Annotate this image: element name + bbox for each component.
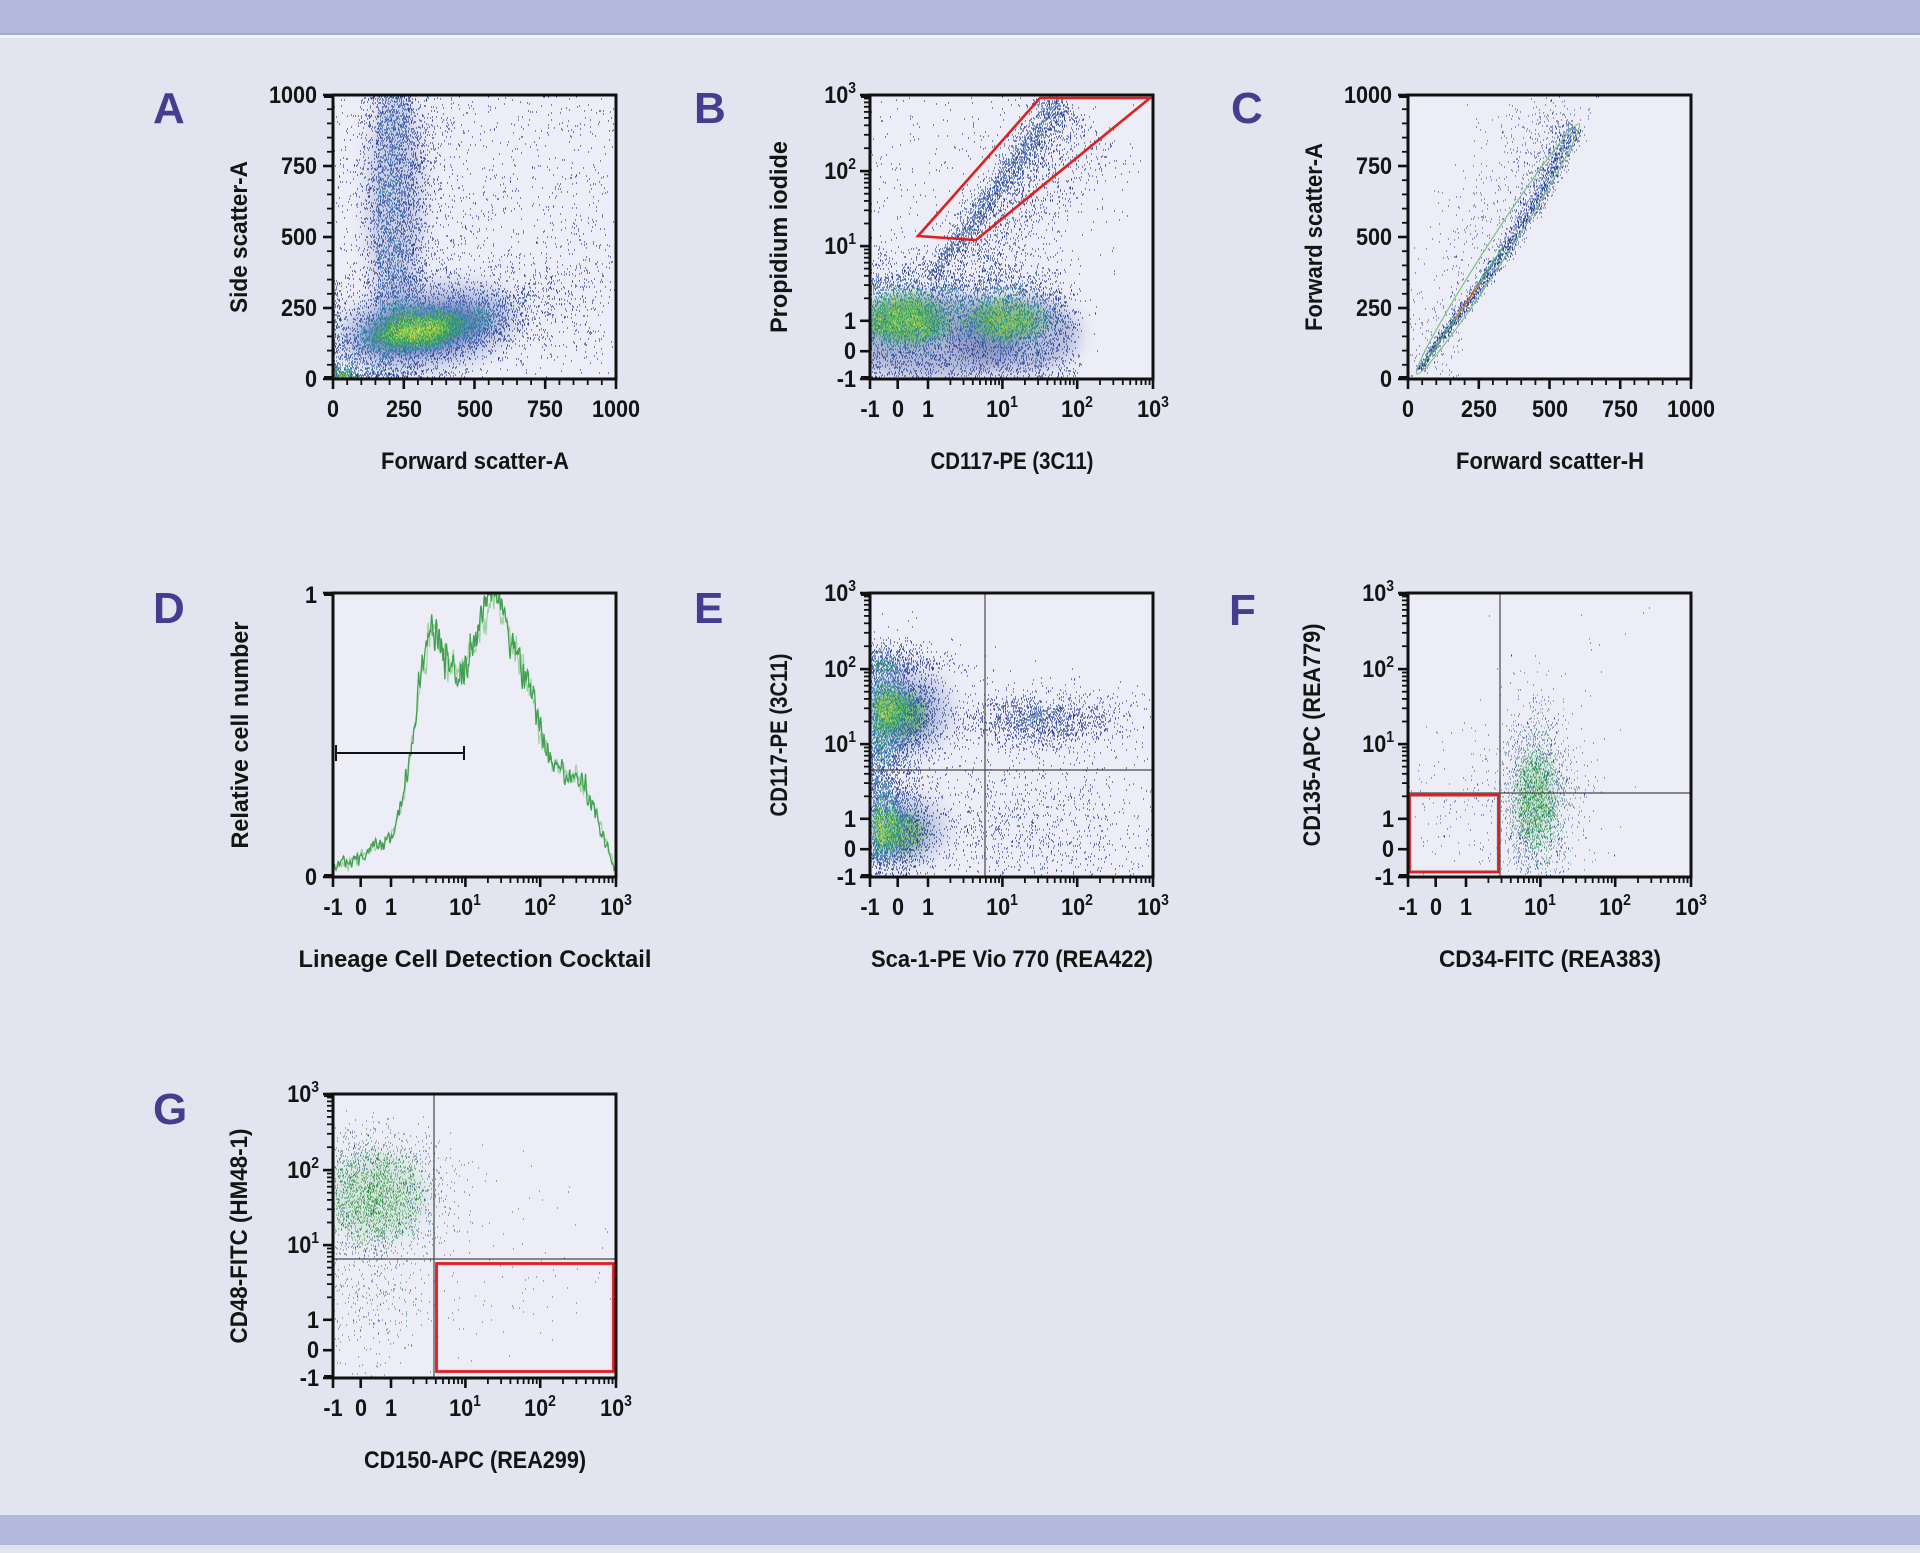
svg-text:1: 1 xyxy=(305,581,317,608)
svg-text:0: 0 xyxy=(1430,893,1442,920)
svg-text:Forward scatter-H: Forward scatter-H xyxy=(1456,447,1644,474)
svg-text:CD117-PE (3C11): CD117-PE (3C11) xyxy=(931,447,1094,474)
svg-text:102: 102 xyxy=(824,156,856,184)
svg-text:1000: 1000 xyxy=(592,395,640,422)
svg-text:1: 1 xyxy=(1382,805,1394,832)
svg-text:G: G xyxy=(153,1085,187,1134)
svg-text:-1: -1 xyxy=(860,395,879,422)
svg-text:Relative cell number: Relative cell number xyxy=(228,622,254,849)
svg-text:1000: 1000 xyxy=(1667,395,1715,422)
svg-text:1000: 1000 xyxy=(1344,81,1392,108)
svg-text:0: 0 xyxy=(892,893,904,920)
svg-text:750: 750 xyxy=(281,152,317,179)
svg-text:250: 250 xyxy=(1356,294,1392,321)
svg-text:-1: -1 xyxy=(1375,863,1394,890)
svg-text:1: 1 xyxy=(844,805,856,832)
svg-text:Lineage Cell Detection Cocktai: Lineage Cell Detection Cocktail xyxy=(299,946,652,973)
svg-text:0: 0 xyxy=(1402,395,1414,422)
svg-text:500: 500 xyxy=(281,223,317,250)
svg-text:750: 750 xyxy=(1602,395,1638,422)
svg-text:0: 0 xyxy=(327,395,339,422)
svg-text:-1: -1 xyxy=(837,863,856,890)
svg-text:CD150-APC (REA299): CD150-APC (REA299) xyxy=(364,1446,586,1473)
svg-text:B: B xyxy=(694,84,726,133)
svg-text:-1: -1 xyxy=(300,1364,319,1391)
svg-text:E: E xyxy=(694,584,723,633)
svg-text:1: 1 xyxy=(385,893,397,920)
svg-text:101: 101 xyxy=(1362,729,1394,757)
svg-text:1: 1 xyxy=(1460,893,1472,920)
svg-text:1: 1 xyxy=(385,1394,397,1421)
svg-text:-1: -1 xyxy=(323,1394,342,1421)
svg-text:0: 0 xyxy=(307,1336,319,1363)
svg-text:D: D xyxy=(153,584,185,633)
svg-text:-1: -1 xyxy=(323,893,342,920)
svg-text:0: 0 xyxy=(355,1394,367,1421)
svg-text:A: A xyxy=(153,84,185,133)
svg-text:1: 1 xyxy=(922,893,934,920)
svg-text:Side scatter-A: Side scatter-A xyxy=(225,161,252,313)
svg-text:500: 500 xyxy=(1532,395,1568,422)
svg-text:CD117-PE (3C11): CD117-PE (3C11) xyxy=(765,654,792,817)
svg-text:102: 102 xyxy=(524,892,556,920)
svg-text:250: 250 xyxy=(1461,395,1497,422)
svg-text:Forward scatter-A: Forward scatter-A xyxy=(381,447,569,474)
svg-text:-1: -1 xyxy=(837,365,856,392)
svg-text:0: 0 xyxy=(892,395,904,422)
svg-text:0: 0 xyxy=(355,893,367,920)
svg-text:-1: -1 xyxy=(1398,893,1417,920)
svg-text:250: 250 xyxy=(386,395,422,422)
svg-text:1: 1 xyxy=(922,395,934,422)
svg-text:101: 101 xyxy=(287,1230,319,1258)
svg-text:C: C xyxy=(1231,84,1263,133)
svg-text:1: 1 xyxy=(307,1306,319,1333)
svg-text:CD48-FITC (HM48-1): CD48-FITC (HM48-1) xyxy=(225,1129,252,1344)
svg-text:F: F xyxy=(1229,586,1256,635)
svg-text:0: 0 xyxy=(305,863,317,890)
svg-text:500: 500 xyxy=(1356,223,1392,250)
svg-text:500: 500 xyxy=(457,395,493,422)
svg-text:250: 250 xyxy=(281,294,317,321)
svg-text:Sca-1-PE Vio 770 (REA422): Sca-1-PE Vio 770 (REA422) xyxy=(871,945,1153,972)
svg-text:-1: -1 xyxy=(860,893,879,920)
svg-text:1: 1 xyxy=(844,307,856,334)
svg-text:0: 0 xyxy=(844,337,856,364)
svg-text:Propidium iodide: Propidium iodide xyxy=(766,141,793,333)
svg-text:Forward scatter-A: Forward scatter-A xyxy=(1300,143,1327,331)
svg-text:0: 0 xyxy=(1380,365,1392,392)
svg-text:1000: 1000 xyxy=(269,81,317,108)
svg-text:0: 0 xyxy=(844,835,856,862)
svg-text:CD135-APC (REA779): CD135-APC (REA779) xyxy=(1298,624,1325,847)
svg-text:0: 0 xyxy=(1382,835,1394,862)
svg-text:0: 0 xyxy=(305,365,317,392)
svg-text:750: 750 xyxy=(1356,152,1392,179)
svg-text:750: 750 xyxy=(527,395,563,422)
svg-text:CD34-FITC (REA383): CD34-FITC (REA383) xyxy=(1439,945,1661,972)
svg-text:102: 102 xyxy=(1061,892,1093,920)
